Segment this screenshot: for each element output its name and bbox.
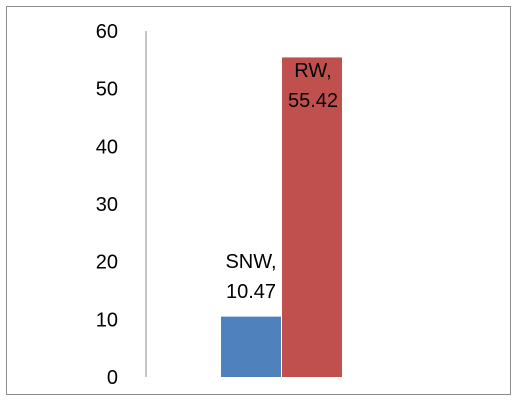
y-tick-label: 50 [96, 79, 118, 101]
y-tick-label: 40 [96, 136, 118, 158]
bar-snw [221, 316, 281, 377]
bar-rw [282, 57, 342, 377]
bars [221, 57, 342, 377]
data-label-value: 55.42 [288, 90, 338, 112]
data-labels: SNW, 10.47 RW, 55.42 [225, 60, 338, 303]
y-tick-label: 20 [96, 252, 118, 274]
y-tick-label: 10 [96, 309, 118, 331]
y-tick-label: 0 [107, 367, 118, 389]
y-axis-ticks: 0 10 20 30 40 50 60 [96, 21, 118, 389]
data-label-name: RW, [294, 60, 331, 82]
data-label-value: 10.47 [226, 281, 276, 303]
y-tick-label: 30 [96, 194, 118, 216]
data-label-name: SNW, [225, 251, 276, 273]
y-tick-label: 60 [96, 21, 118, 43]
